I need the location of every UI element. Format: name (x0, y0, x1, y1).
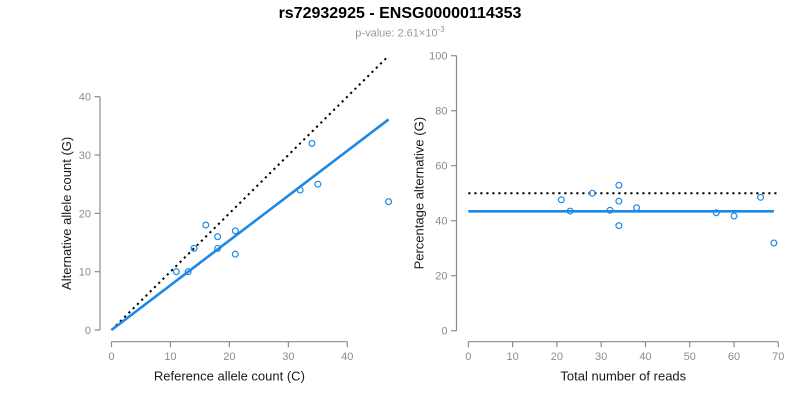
plot-title: rs72932925 - ENSG00000114353 (278, 5, 522, 22)
percentage-scatter-y-tick-label: 100 (429, 51, 447, 63)
allele-count-scatter-data-point (172, 268, 180, 276)
percentage-scatter-y-tick-label: 20 (435, 271, 447, 283)
percentage-scatter-x-tick-label: 0 (465, 351, 471, 363)
allele-count-scatter-data-point (385, 198, 393, 206)
percentage-scatter-y-tick-label: 0 (441, 326, 447, 338)
allele-count-scatter-data-point (314, 180, 322, 188)
percentage-scatter-data-point (770, 239, 778, 247)
allele-count-scatter-x-tick-label: 0 (108, 351, 114, 363)
allele-count-scatter-y-axis-title: Alternative allele count (G) (59, 137, 74, 290)
allele-count-scatter-x-tick-label: 10 (164, 351, 176, 363)
allele-count-scatter-y-tick-label: 10 (79, 267, 91, 279)
allele-count-scatter-data-point (308, 139, 316, 147)
percentage-scatter-data-point (615, 222, 623, 230)
p-value-exponent: -3 (437, 25, 445, 34)
percentage-scatter-data-point (712, 209, 720, 217)
percentage-scatter-x-tick-label: 70 (772, 351, 784, 363)
allele-count-scatter-data-point (231, 250, 239, 258)
percentage-scatter-y-tick-label: 60 (435, 161, 447, 173)
allele-count-scatter-data-point (184, 268, 192, 276)
p-value-subtitle: p-value: 2.61×10-3 (0, 25, 800, 40)
percentage-scatter-y-axis-title: Percentage alternative (G) (412, 117, 427, 269)
percentage-scatter-x-tick-label: 10 (506, 351, 518, 363)
allele-count-scatter-x-tick-label: 30 (282, 351, 294, 363)
percentage-scatter-data-point (730, 212, 738, 220)
percentage-scatter-x-tick-label: 20 (551, 351, 563, 363)
allele-count-scatter-data-point (214, 233, 222, 241)
allele-count-scatter-y-tick-label: 0 (85, 325, 91, 337)
fit-line (110, 118, 390, 332)
p-value-text: p-value: 2.61×10 (355, 27, 438, 40)
percentage-scatter-data-point (557, 196, 565, 204)
percentage-scatter-x-axis-title: Total number of reads (560, 369, 686, 384)
percentage-scatter-x-tick-label: 40 (639, 351, 651, 363)
allele-count-scatter-y-tick-label: 40 (79, 92, 91, 104)
allele-count-scatter-x-tick-label: 40 (341, 351, 353, 363)
percentage-scatter-data-point (588, 189, 596, 197)
percentage-scatter-data-point (566, 207, 574, 215)
allele-count-scatter-x-axis-title: Reference allele count (C) (154, 369, 305, 384)
percentage-scatter-data-point (606, 206, 614, 214)
percentage-scatter-data-point (633, 204, 641, 212)
allele-count-scatter-data-point (214, 244, 222, 252)
percentage-scatter-x-tick-label: 50 (684, 351, 696, 363)
percentage-scatter-data-point (757, 193, 765, 201)
percentage-scatter-x-tick-label: 60 (728, 351, 740, 363)
allele-count-scatter-data-point (190, 244, 198, 252)
percentage-scatter-y-tick-label: 80 (435, 106, 447, 118)
percentage-scatter-data-point (615, 197, 623, 205)
percentage-scatter-data-point (615, 181, 623, 189)
allele-count-scatter-data-point (296, 186, 304, 194)
allele-count-scatter-x-tick-label: 20 (223, 351, 235, 363)
percentage-scatter-x-tick-label: 30 (595, 351, 607, 363)
allele-count-scatter-data-point (231, 227, 239, 235)
percentage-scatter-y-tick-label: 40 (435, 216, 447, 228)
allele-count-scatter-data-point (202, 221, 210, 229)
allele-count-scatter-y-tick-label: 30 (79, 150, 91, 162)
identity-line (110, 55, 390, 331)
allele-count-scatter-y-tick-label: 20 (79, 208, 91, 220)
